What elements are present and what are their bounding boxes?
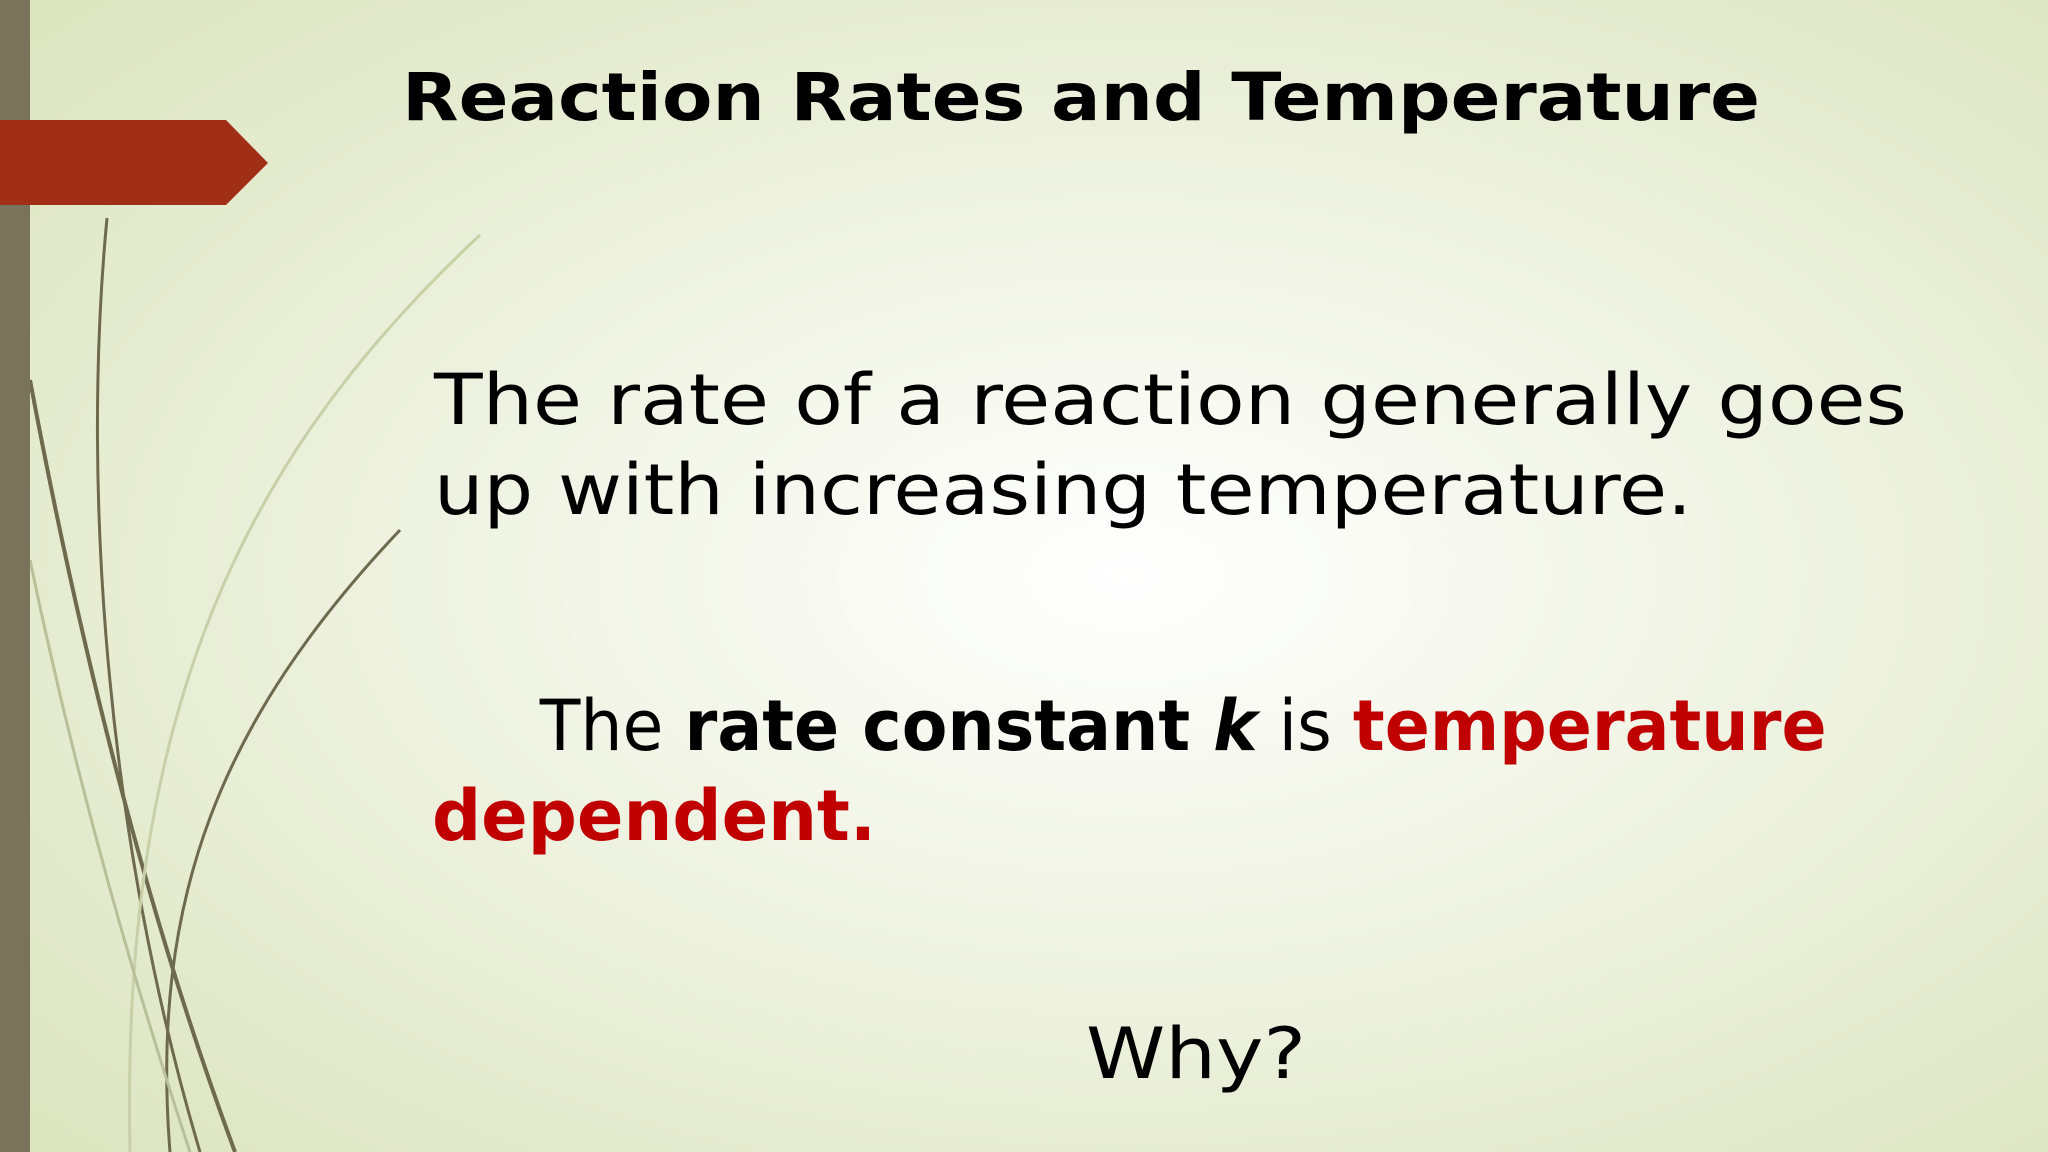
text-run: is bbox=[1258, 685, 1353, 767]
body-line: The rate constant k is temperature bbox=[434, 685, 1890, 767]
body-line: up with increasing temperature. bbox=[434, 449, 1692, 531]
title-arrow bbox=[0, 120, 268, 205]
text-run: rate constant bbox=[685, 685, 1214, 767]
decorative-curves bbox=[28, 217, 482, 1152]
slide-title: Reaction Rates and Temperature bbox=[402, 59, 1760, 136]
question: Why? bbox=[1086, 1013, 1306, 1095]
body-line: The rate of a reaction generally goes bbox=[433, 359, 1907, 441]
text-run: k bbox=[1213, 685, 1261, 767]
text-run: The bbox=[539, 685, 685, 767]
text-run: temperature bbox=[1353, 685, 1827, 767]
text-run: dependent. bbox=[432, 775, 876, 857]
